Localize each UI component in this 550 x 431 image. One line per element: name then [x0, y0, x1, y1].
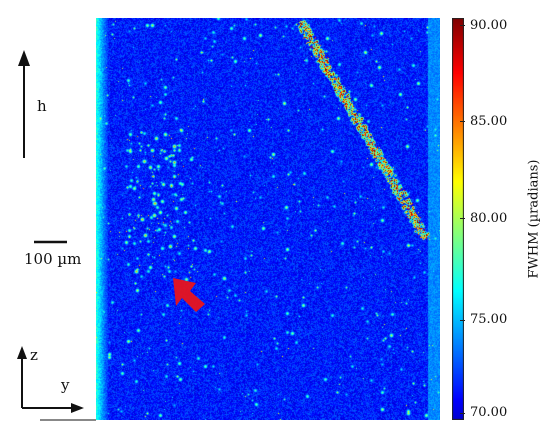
- colorbar-tick-label: 85.00: [470, 114, 508, 129]
- colorbar-tick-mark: [460, 413, 465, 414]
- height-arrow-icon: [18, 50, 30, 158]
- colorbar-tick-mark: [460, 121, 465, 122]
- colorbar-tick-label: 75.00: [470, 312, 508, 327]
- colorbar-tick-mark: [460, 218, 465, 219]
- colorbar-label: FWHM (µradians): [526, 159, 542, 279]
- colorbar: [452, 18, 464, 420]
- scale-bar-label: 100 µm: [24, 250, 82, 268]
- colorbar-tick-mark: [460, 25, 465, 26]
- colorbar-tick-label: 90.00: [470, 18, 508, 33]
- colorbar-tick-label: 70.00: [470, 405, 508, 420]
- axis-y-label: y: [61, 376, 70, 394]
- axes-indicator-icon: [17, 346, 84, 413]
- colorbar-tick-mark: [460, 320, 465, 321]
- height-arrow-label: h: [37, 97, 47, 115]
- fwhm-map-image: [96, 18, 440, 420]
- colorbar-tick-label: 80.00: [470, 211, 508, 226]
- axis-z-label: z: [30, 346, 38, 364]
